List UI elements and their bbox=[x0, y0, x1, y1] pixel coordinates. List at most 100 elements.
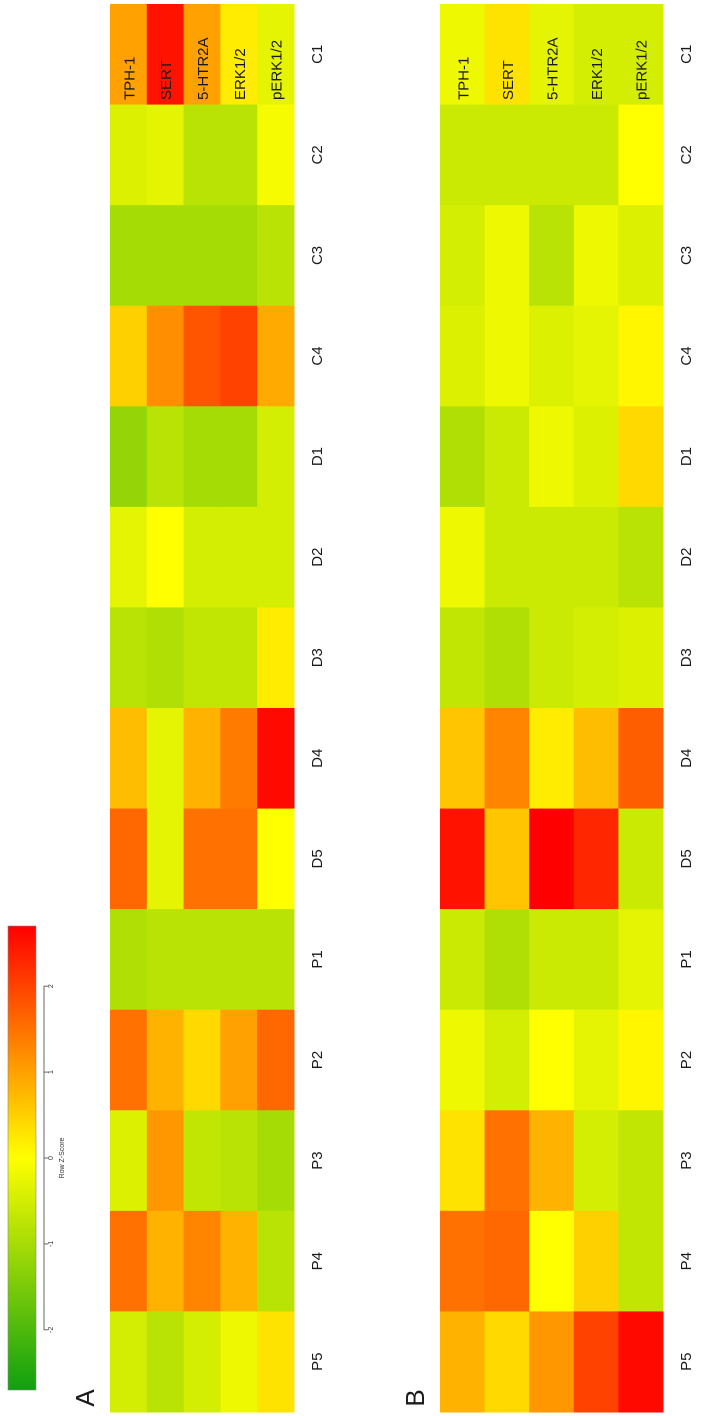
heatmap-cell bbox=[257, 1311, 295, 1413]
sample-label: P4 bbox=[309, 1252, 326, 1270]
heatmap-cell bbox=[110, 708, 148, 810]
sample-label: P5 bbox=[309, 1353, 326, 1371]
heatmap-cell bbox=[618, 104, 664, 206]
heatmap-cell bbox=[440, 909, 486, 1011]
heatmap-cell bbox=[618, 808, 664, 910]
heatmap-cell bbox=[257, 1110, 295, 1212]
sample-label: C2 bbox=[678, 145, 695, 164]
gene-label: pERK1/2 bbox=[634, 40, 651, 100]
heatmap-cell bbox=[529, 1110, 575, 1212]
heatmap-cell bbox=[573, 708, 619, 810]
heatmap-cell bbox=[529, 4, 575, 106]
color-key-tick-label: -1 bbox=[48, 1241, 55, 1247]
sample-label: D1 bbox=[678, 447, 695, 466]
heatmap-cell bbox=[110, 1311, 148, 1413]
heatmap-cell bbox=[484, 607, 530, 709]
heatmap-cell bbox=[529, 808, 575, 910]
heatmap-cell bbox=[183, 406, 221, 508]
gene-label: 5-HTR2A bbox=[195, 37, 212, 100]
heatmap-cell bbox=[440, 708, 486, 810]
sample-label: C4 bbox=[309, 346, 326, 365]
heatmap-cell bbox=[484, 1110, 530, 1212]
gene-label: pERK1/2 bbox=[269, 40, 286, 100]
heatmap-cell bbox=[146, 406, 185, 508]
color-key-tick-label: -2 bbox=[48, 1327, 55, 1333]
heatmap-cell bbox=[573, 1110, 619, 1212]
heatmap-cell bbox=[183, 1009, 221, 1111]
heatmap-cell bbox=[110, 607, 148, 709]
panel-letter: B bbox=[400, 1389, 430, 1406]
heatmap-cell bbox=[618, 607, 664, 709]
heatmap-cell bbox=[110, 506, 148, 608]
heatmap-cell bbox=[440, 1110, 486, 1212]
heatmap-cell bbox=[220, 708, 258, 810]
heatmap-cell bbox=[110, 1009, 148, 1111]
sample-label: P3 bbox=[678, 1151, 695, 1169]
heatmap-cell bbox=[257, 909, 295, 1011]
heatmap-cell bbox=[529, 104, 575, 206]
heatmap-cell bbox=[484, 1210, 530, 1312]
heatmap-cell bbox=[440, 506, 486, 608]
heatmap-cell bbox=[257, 808, 295, 910]
heatmap-cell bbox=[618, 1210, 664, 1312]
heatmap-cell bbox=[484, 1311, 530, 1413]
heatmap-cell bbox=[220, 4, 258, 106]
heatmap-cell bbox=[220, 1210, 258, 1312]
heatmap-cell bbox=[573, 506, 619, 608]
heatmap-cell bbox=[257, 506, 295, 608]
heatmap-cell bbox=[257, 607, 295, 709]
heatmap-cell bbox=[618, 708, 664, 810]
heatmap-cell bbox=[220, 305, 258, 407]
heatmap-cell bbox=[146, 506, 185, 608]
heatmap-cell bbox=[573, 909, 619, 1011]
gene-label: 5-HTR2A bbox=[545, 37, 562, 100]
heatmap-cell bbox=[183, 607, 221, 709]
gene-label: ERK1/2 bbox=[589, 48, 606, 100]
heatmap-cell bbox=[484, 205, 530, 307]
sample-label: C4 bbox=[678, 346, 695, 365]
sample-label: C3 bbox=[309, 246, 326, 265]
heatmap-cell bbox=[440, 4, 486, 106]
heatmap-cell bbox=[484, 808, 530, 910]
sample-label: D5 bbox=[309, 849, 326, 868]
sample-label: D1 bbox=[309, 447, 326, 466]
sample-label: D2 bbox=[678, 548, 695, 567]
heatmap-cell bbox=[220, 104, 258, 206]
heatmap-cell bbox=[110, 305, 148, 407]
heatmap-cell bbox=[618, 506, 664, 608]
panel-letter: A bbox=[70, 1389, 100, 1407]
heatmap-cell bbox=[440, 1009, 486, 1111]
heatmap-cell bbox=[220, 205, 258, 307]
heatmap-cell bbox=[573, 1311, 619, 1413]
heatmap-cell bbox=[529, 607, 575, 709]
heatmap-cell bbox=[257, 4, 295, 106]
heatmap-cell bbox=[220, 406, 258, 508]
sample-label: C3 bbox=[678, 246, 695, 265]
sample-label: P1 bbox=[678, 950, 695, 968]
heatmap-panels: TPH-1 SERT 5-HTR2A ERK1/2 pERK1/2 C1 C2 C3 C4 D1 D… bbox=[70, 4, 695, 1413]
heatmap-cell bbox=[440, 607, 486, 709]
heatmap-cell bbox=[146, 4, 185, 106]
sample-label: D5 bbox=[678, 849, 695, 868]
heatmap-cell bbox=[440, 808, 486, 910]
heatmap-cell bbox=[573, 305, 619, 407]
heatmap-cell bbox=[529, 708, 575, 810]
sample-label: D3 bbox=[309, 648, 326, 667]
heatmap-cell bbox=[529, 909, 575, 1011]
heatmap-cell bbox=[110, 205, 148, 307]
heatmap-cell bbox=[183, 104, 221, 206]
heatmap-cell bbox=[573, 205, 619, 307]
heatmap-cell bbox=[220, 909, 258, 1011]
color-key-tick-label: 1 bbox=[48, 1070, 55, 1074]
heatmap-cell bbox=[257, 406, 295, 508]
heatmap-cell bbox=[484, 4, 530, 106]
heatmap-cell bbox=[484, 1009, 530, 1111]
heatmap-cell bbox=[146, 909, 185, 1011]
heatmap-cell bbox=[529, 305, 575, 407]
heatmap-cell bbox=[257, 1210, 295, 1312]
color-key-label: Row Z-Score bbox=[59, 1137, 66, 1178]
heatmap-cell bbox=[484, 708, 530, 810]
color-key-gradient bbox=[7, 925, 37, 1391]
sample-label: P2 bbox=[678, 1051, 695, 1069]
heatmap-cell bbox=[220, 506, 258, 608]
